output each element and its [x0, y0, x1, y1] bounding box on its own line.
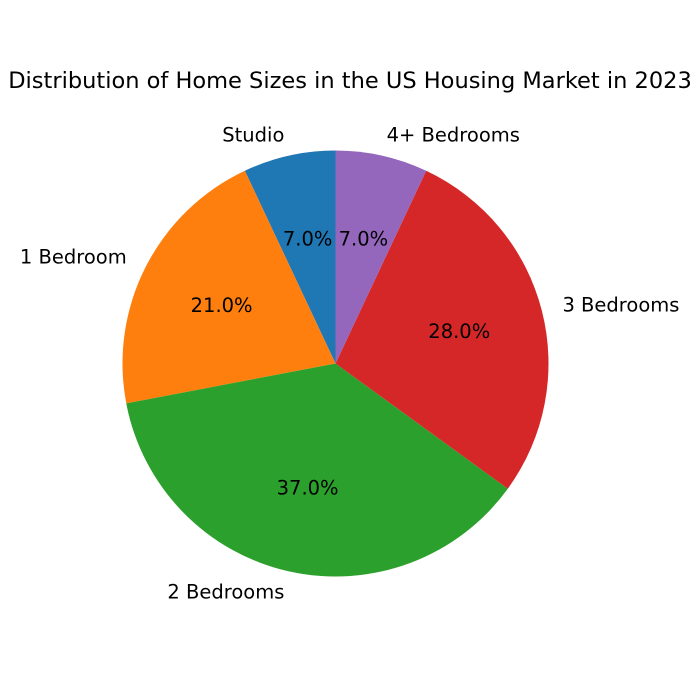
chart-title: Distribution of Home Sizes in the US Hou…: [8, 68, 692, 94]
pie-slice-2-bedrooms: [126, 363, 508, 577]
pie-slice-studio: [244, 150, 336, 364]
pie-percent-label-2-bedrooms: 37.0%: [277, 477, 339, 500]
pie-percent-label-1-bedroom: 21.0%: [191, 294, 253, 317]
pie-category-label-2-bedrooms: 2 Bedrooms: [167, 581, 284, 604]
pie-category-label-1-bedroom: 1 Bedroom: [20, 246, 127, 269]
pie-category-label-3-bedrooms: 3 Bedrooms: [562, 294, 679, 317]
pie-percent-label-studio: 7.0%: [283, 227, 333, 250]
pie-labels: 7.0% Studio 21.0% 1 Bedroom 37.0% 2 Bedrooms 2…: [20, 123, 679, 603]
pie-category-label-studio: Studio: [222, 123, 284, 146]
pie-percent-label-3-bedrooms: 28.0%: [428, 320, 490, 343]
pie-slice-3-bedrooms: [335, 170, 549, 489]
pie-category-label-4plus-bedrooms: 4+ Bedrooms: [387, 123, 520, 146]
pie-slices: [122, 150, 549, 577]
pie-slice-1-bedroom: [122, 170, 336, 404]
pie-percent-label-4plus-bedrooms: 7.0%: [339, 227, 389, 250]
pie-slice-4plus-bedrooms: [335, 150, 427, 364]
